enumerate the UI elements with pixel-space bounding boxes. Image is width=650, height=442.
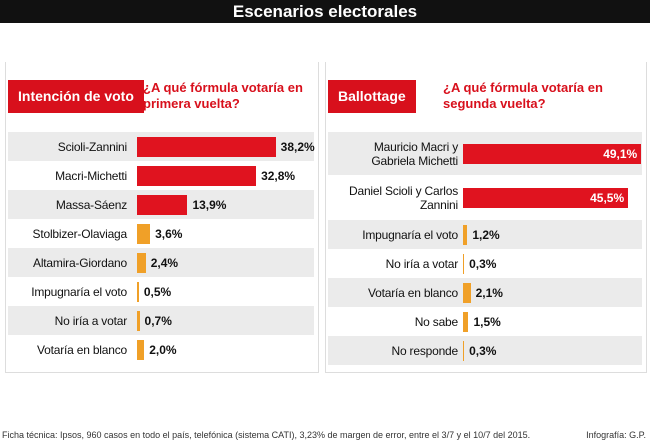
- category-label: No iría a votar: [54, 313, 128, 328]
- category-label: Massa-Sáenz: [55, 197, 127, 212]
- row-band: [8, 219, 314, 248]
- category-label: Macri-Michetti: [55, 168, 127, 183]
- bar: [137, 223, 151, 244]
- bar: [463, 311, 469, 332]
- row-band: [8, 306, 314, 335]
- category-label: No sabe: [414, 314, 458, 329]
- row-band: [328, 336, 642, 365]
- category-label: Altamira-Giordano: [33, 255, 127, 270]
- category-label: Daniel Scioli y Carlos Zannini: [349, 183, 458, 212]
- bar: [137, 136, 276, 157]
- question: ¿A qué fórmula votaría en segunda vuelta…: [443, 80, 603, 111]
- bar: [137, 165, 257, 186]
- bar: [137, 339, 145, 360]
- row-band: [8, 277, 314, 306]
- credit: Infografía: G.P.: [586, 430, 646, 440]
- bar: [463, 282, 471, 303]
- page-title: Escenarios electorales: [0, 0, 650, 23]
- question: ¿A qué fórmula votaría en primera vuelta…: [143, 80, 303, 111]
- value-label: 38,2%: [280, 139, 315, 154]
- bar: [463, 253, 465, 274]
- footnote: Ficha técnica: Ipsos, 960 casos en todo …: [2, 430, 531, 440]
- value-label: 0,5%: [143, 284, 172, 299]
- row-band: [8, 248, 314, 277]
- category-label: Votaría en blanco: [36, 342, 127, 357]
- value-label: 0,7%: [144, 313, 172, 328]
- row-band: [328, 307, 642, 336]
- value-label: 0,3%: [469, 343, 497, 358]
- value-label: 1,5%: [473, 314, 501, 329]
- value-label: 2,0%: [149, 342, 177, 357]
- bar: [137, 194, 188, 215]
- category-label: Stolbizer-Olaviaga: [32, 226, 128, 241]
- value-label: 45,5%: [590, 190, 625, 205]
- bar: [137, 252, 146, 273]
- row-band: [328, 220, 642, 249]
- value-label: 2,4%: [150, 255, 179, 270]
- value-label: 0,3%: [469, 256, 497, 271]
- tag: Intención de voto: [8, 80, 144, 113]
- row-band: [8, 335, 314, 364]
- value-label: 2,1%: [475, 285, 503, 300]
- value-label: 3,6%: [155, 226, 183, 241]
- bar: [463, 340, 465, 361]
- value-label: 1,2%: [472, 227, 500, 242]
- bar: [463, 224, 468, 245]
- bar: [137, 281, 139, 302]
- row-band: [328, 278, 642, 307]
- tag: Ballottage: [328, 80, 416, 113]
- bar: [463, 187, 629, 208]
- category-label: No iría a votar: [385, 256, 459, 271]
- bar: [137, 310, 140, 331]
- category-label: Impugnaría el voto: [31, 284, 127, 299]
- value-label: 49,1%: [603, 146, 638, 161]
- category-label: No responde: [391, 343, 458, 358]
- bar: [463, 143, 642, 164]
- value-label: 32,8%: [261, 168, 296, 183]
- value-label: 13,9%: [192, 197, 227, 212]
- category-label: Mauricio Macri y Gabriela Michetti: [371, 139, 458, 168]
- category-label: Impugnaría el voto: [362, 227, 458, 242]
- row-band: [328, 249, 642, 278]
- category-label: Votaría en blanco: [367, 285, 458, 300]
- category-label: Scioli-Zannini: [57, 139, 127, 154]
